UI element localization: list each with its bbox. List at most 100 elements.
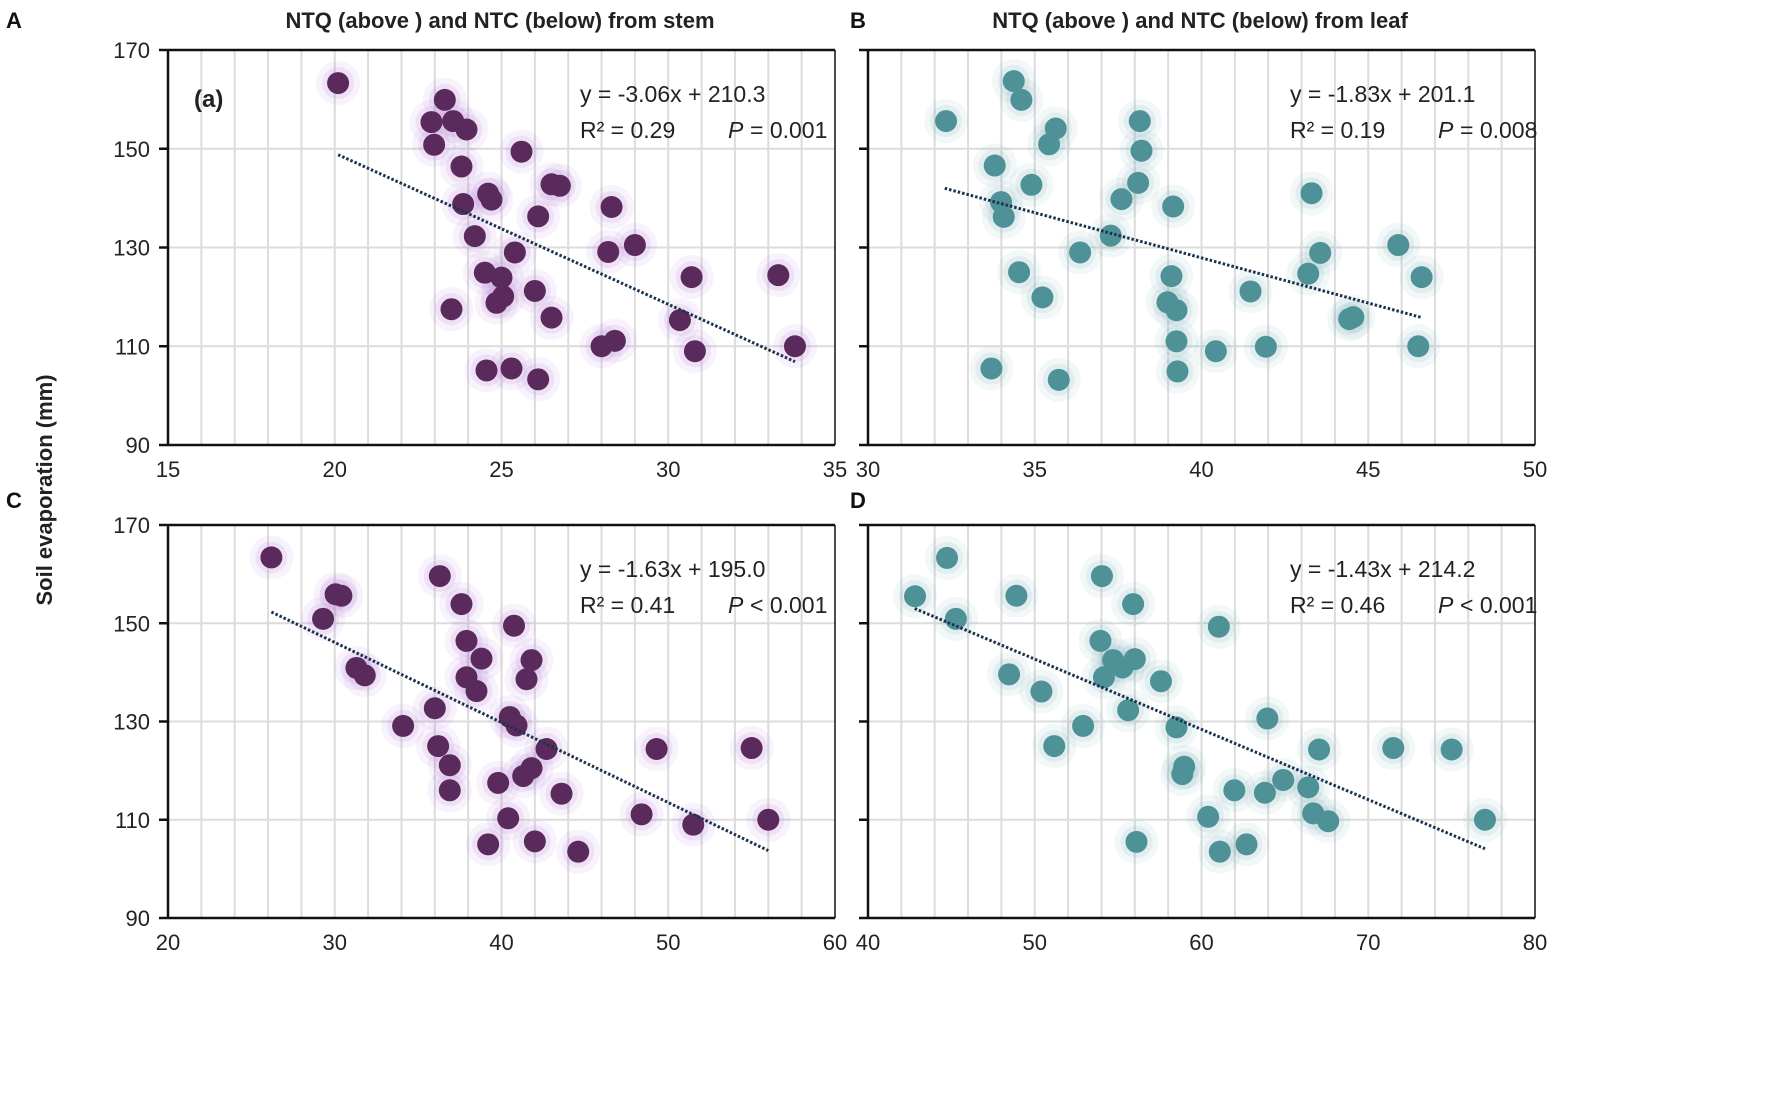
data-point bbox=[1166, 360, 1189, 383]
r-squared-label: R² = 0.41 bbox=[580, 592, 675, 618]
data-point bbox=[450, 155, 473, 178]
data-point bbox=[683, 340, 706, 363]
data-point bbox=[523, 830, 546, 853]
r-squared-label: R² = 0.19 bbox=[1290, 117, 1385, 143]
data-point bbox=[936, 546, 959, 569]
data-point bbox=[983, 154, 1006, 177]
data-point bbox=[1160, 265, 1183, 288]
y-tick-label: 150 bbox=[113, 611, 150, 636]
data-point bbox=[944, 607, 967, 630]
data-point bbox=[420, 111, 443, 134]
p-value: = 0.001 bbox=[750, 117, 827, 143]
p-label: P bbox=[1438, 117, 1454, 143]
data-point bbox=[438, 779, 461, 802]
x-tick-label: 20 bbox=[156, 930, 180, 955]
x-tick-label: 25 bbox=[489, 457, 513, 482]
panel-sublabel: (a) bbox=[194, 86, 223, 113]
x-tick-label: 20 bbox=[323, 457, 347, 482]
panel-letter: C bbox=[6, 488, 22, 513]
y-tick-label: 170 bbox=[113, 513, 150, 538]
data-point bbox=[904, 585, 927, 608]
data-point bbox=[485, 291, 508, 314]
data-point bbox=[463, 225, 486, 248]
data-point bbox=[427, 735, 450, 758]
x-tick-label: 50 bbox=[656, 930, 680, 955]
x-tick-label: 45 bbox=[1356, 457, 1380, 482]
data-point bbox=[473, 261, 496, 284]
trend-line bbox=[270, 610, 769, 852]
y-tick-label: 90 bbox=[126, 433, 150, 458]
data-point bbox=[1128, 110, 1151, 133]
data-point bbox=[645, 738, 668, 761]
data-point bbox=[515, 668, 538, 691]
regression-equation: y = -3.06x + 210.3 bbox=[580, 81, 765, 107]
data-point bbox=[1099, 224, 1122, 247]
y-tick-label: 90 bbox=[126, 906, 150, 931]
data-point bbox=[423, 133, 446, 156]
data-point bbox=[312, 607, 335, 630]
data-point bbox=[1047, 368, 1070, 391]
data-point bbox=[477, 833, 500, 856]
data-point bbox=[1090, 565, 1113, 588]
x-tick-label: 60 bbox=[823, 930, 847, 955]
data-point bbox=[757, 808, 780, 831]
data-point bbox=[512, 765, 535, 788]
data-point bbox=[455, 629, 478, 652]
data-point bbox=[1253, 781, 1276, 804]
data-point bbox=[1207, 615, 1230, 638]
data-point bbox=[1030, 680, 1053, 703]
data-point bbox=[1122, 593, 1145, 616]
data-point bbox=[523, 279, 546, 302]
y-tick-label: 170 bbox=[113, 38, 150, 63]
data-point bbox=[600, 196, 623, 219]
data-point bbox=[998, 663, 1021, 686]
data-point bbox=[1171, 763, 1194, 786]
p-label: P bbox=[1438, 592, 1454, 618]
data-point bbox=[1308, 738, 1331, 761]
data-point bbox=[1382, 737, 1405, 760]
x-tick-label: 70 bbox=[1356, 930, 1380, 955]
data-point bbox=[505, 714, 528, 737]
data-point bbox=[992, 205, 1015, 228]
data-point bbox=[682, 813, 705, 836]
data-point bbox=[1117, 699, 1140, 722]
panel-a: 90 110 130 150 170 15 20 25 30 35 A NTQ (above ) an… bbox=[6, 8, 847, 482]
data-point bbox=[1223, 779, 1246, 802]
data-point bbox=[392, 714, 415, 737]
data-point bbox=[740, 737, 763, 760]
data-point bbox=[1254, 335, 1277, 358]
data-point bbox=[1072, 714, 1095, 737]
data-point bbox=[783, 335, 806, 358]
x-tick-label: 40 bbox=[1189, 457, 1213, 482]
data-point bbox=[597, 240, 620, 263]
x-tick-label: 15 bbox=[156, 457, 180, 482]
data-point bbox=[1208, 840, 1231, 863]
data-point bbox=[1069, 241, 1092, 264]
data-point bbox=[500, 357, 523, 380]
x-tick-label: 35 bbox=[823, 457, 847, 482]
data-point bbox=[1127, 171, 1150, 194]
panel-letter: B bbox=[850, 8, 866, 33]
panel-b: 30 35 40 45 50 B NTQ (above ) and NTC (below) … bbox=[850, 8, 1547, 482]
data-point bbox=[535, 738, 558, 761]
y-axis-label: Soil evaporation (mm) bbox=[32, 374, 57, 605]
y-tick-label: 110 bbox=[115, 334, 150, 359]
data-point bbox=[603, 329, 626, 352]
data-point bbox=[1297, 776, 1320, 799]
data-point bbox=[767, 264, 790, 287]
x-tick-label: 35 bbox=[1023, 457, 1047, 482]
data-point bbox=[497, 807, 520, 830]
regression-equation: y = -1.63x + 195.0 bbox=[580, 556, 765, 582]
p-value: < 0.001 bbox=[1460, 592, 1537, 618]
data-point bbox=[503, 614, 526, 637]
p-label: P bbox=[728, 592, 744, 618]
data-point bbox=[1092, 666, 1115, 689]
data-point bbox=[353, 664, 376, 687]
data-point bbox=[1008, 261, 1031, 284]
data-point bbox=[428, 565, 451, 588]
data-point bbox=[487, 771, 510, 794]
data-point bbox=[1197, 805, 1220, 828]
p-value: < 0.001 bbox=[750, 592, 827, 618]
p-label: P bbox=[728, 117, 744, 143]
panel-letter: D bbox=[850, 488, 866, 513]
